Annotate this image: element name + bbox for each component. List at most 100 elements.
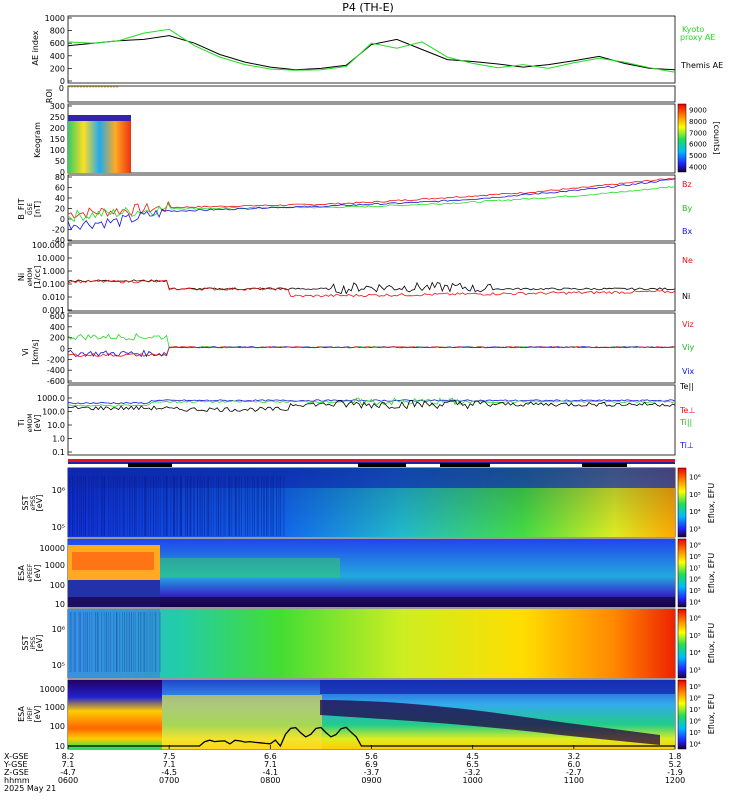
sst-electron-stripe [270, 476, 272, 536]
bfield-ytick-tick-label: 40 [55, 194, 65, 203]
status-bar [68, 459, 675, 467]
sst-ion-stripe [154, 612, 156, 672]
velocity-lines [67, 333, 676, 358]
velocity-legend-vix: Vix [682, 367, 695, 376]
esa-electron-ytick-2: 1000 [45, 561, 65, 570]
panel-frame-3 [67, 174, 676, 242]
esa-ion-ylabel: ESA [17, 706, 26, 722]
bfield-ytick-tick-label: 20 [55, 205, 65, 214]
density-panel: Ni eMOM [1/cc] 0.001 0.010 0.100 1.000 10.00… [17, 241, 693, 315]
xaxis-tick-value: -2.7 [566, 768, 582, 777]
sst-electron-stripe [228, 476, 230, 536]
density-legend-ne: Ne [682, 256, 693, 265]
sst-electron-ytick-1: 10⁶ [52, 486, 65, 495]
panel-frame-5 [67, 312, 676, 384]
sst-electron-stripe [88, 476, 90, 536]
temperature-legend-te-par: Te|| [679, 382, 694, 391]
sst-electron-ytick-2: 10⁵ [52, 523, 65, 532]
esa-electron-panel: ESA ePEEF [eV] 10000 1000 100 10 10⁴10⁵1… [17, 538, 716, 609]
bfield-legend-by: By [682, 204, 692, 213]
sst-electron-stripe [174, 476, 176, 536]
sst-electron-stripe [127, 476, 128, 536]
sst-ion-stripe [124, 612, 125, 672]
sst-electron-stripe [258, 476, 260, 536]
xaxis-row-xgse: X-GSE [4, 752, 29, 761]
esa-electron-colorbar-tick: 10⁷ [689, 564, 701, 572]
velocity-line-viz [67, 346, 676, 358]
xaxis-row-zgse: Z-GSE [4, 768, 29, 777]
status-bar-black-2 [358, 463, 406, 467]
panel-frame-6 [67, 384, 676, 456]
bfield-legend-bx: Bx [682, 227, 692, 236]
sst-ion-panel: SST iPSS [eV] 10⁶ 10⁵ 10³ 10⁴ 10⁵ 10⁶ Eflux… [21, 608, 716, 679]
keogram-colorbar-ticks: 4000 5000 6000 7000 8000 9000 [689, 107, 707, 172]
sst-ion-stripes [69, 612, 161, 672]
sst-ion-stripe [119, 612, 121, 672]
keogram-image-band [68, 115, 131, 121]
keogram-ytick-tick-label: 300 [50, 102, 65, 111]
sst-electron-stripe [141, 476, 143, 536]
keogram-colorbar-tick: 7000 [689, 129, 707, 137]
xaxis-tick-value: 6.0 [567, 760, 580, 769]
esa-electron-colorbar-tick: 10⁶ [689, 576, 701, 584]
roi-ylabel: ROI [45, 89, 54, 103]
sst-ion-stripe [142, 612, 144, 672]
esa-electron-colorbar-tick: 10⁵ [689, 587, 701, 595]
sst-electron-stripe [187, 476, 189, 536]
sst-electron-stripe [215, 476, 217, 536]
sst-electron-stripe [266, 476, 268, 536]
esa-ion-dark-band [320, 700, 660, 745]
sst-ion-ytick-2: 10⁵ [52, 661, 65, 670]
sst-electron-stripe [256, 476, 258, 536]
xaxis-row-hhmm: hhmm [4, 776, 30, 785]
panel-frame-0 [67, 15, 676, 84]
density-yunits: [1/cc] [33, 266, 42, 289]
esa-ion-colorbar-ticks: 10⁴ 10⁵ 10⁶ 10⁷ 10⁸ 10⁹ [689, 683, 701, 749]
sst-ion-stripe [101, 612, 103, 672]
ae-ylabel: AE index [31, 30, 40, 65]
sst-ion-colorbar-tick: 10³ [689, 666, 701, 674]
temperature-yticks: 0.1 1.0 10.0 100.0 1000.0 [37, 394, 72, 457]
velocity-ytick-tick-label: 0 [60, 345, 65, 354]
sst-electron-stripe [159, 476, 161, 536]
sst-electron-stripe [102, 476, 104, 536]
ae-legend-kyoto: Kyoto [682, 25, 704, 34]
keogram-ytick-tick-label: 100 [50, 146, 65, 155]
esa-electron-colorbar-label: Eflux, EFU [707, 553, 716, 594]
sst-electron-stripe [203, 476, 205, 536]
sst-electron-colorbar-tick: 10³ [689, 525, 701, 533]
xaxis-tick-value: 3.2 [567, 752, 580, 761]
sst-electron-stripe [241, 476, 242, 536]
sst-electron-stripe [176, 476, 178, 536]
sst-electron-stripe [115, 476, 117, 536]
xaxis-tick-value: 7.1 [62, 760, 75, 769]
ae-ytick-tick-label: 200 [50, 64, 65, 73]
density-ytick-tick-label: 10.000 [37, 254, 65, 263]
esa-ion-ysub: iPEIF [27, 706, 34, 721]
sst-electron-stripe [193, 476, 195, 536]
bfield-legend-bz: Bz [682, 180, 692, 189]
sst-ion-stripe [116, 612, 118, 672]
velocity-ytick-tick-label: 400 [50, 323, 65, 332]
xaxis-tick-value: 0800 [260, 776, 280, 785]
velocity-ytick-tick-label: -600 [47, 377, 65, 386]
sst-electron-panel: SST ePSS [eV] 10⁶ 10⁵ 10³ 10⁴ 10⁵ 10⁶ Eflux… [21, 467, 716, 538]
bfield-line-blue [67, 178, 676, 231]
sst-electron-colorbar-label: Eflux, EFU [707, 483, 716, 524]
sst-ion-stripe [69, 612, 71, 672]
esa-ion-ytick-2: 1000 [45, 703, 65, 712]
status-bar-black-1 [128, 463, 172, 467]
x-axis: X-GSE Y-GSE Z-GSE hhmm 2025 May 21 8.27.… [3, 745, 685, 793]
sst-electron-stripe [153, 476, 154, 536]
keogram-colorbar-tick: 4000 [689, 163, 707, 171]
velocity-ytick-tick-label: -400 [47, 366, 65, 375]
sst-ion-stripe [131, 612, 132, 672]
ae-ytick-tick-label: 600 [50, 39, 65, 48]
esa-ion-colorbar-tick: 10⁹ [689, 683, 701, 691]
xaxis-tick-value: 0700 [159, 776, 179, 785]
temperature-yunits: [eV] [33, 415, 42, 432]
sst-electron-stripe [83, 476, 85, 536]
esa-ion-colorbar-tick: 10⁶ [689, 717, 701, 725]
sst-electron-stripe [73, 476, 75, 536]
temperature-ytick-tick-label: 10.0 [47, 421, 65, 430]
